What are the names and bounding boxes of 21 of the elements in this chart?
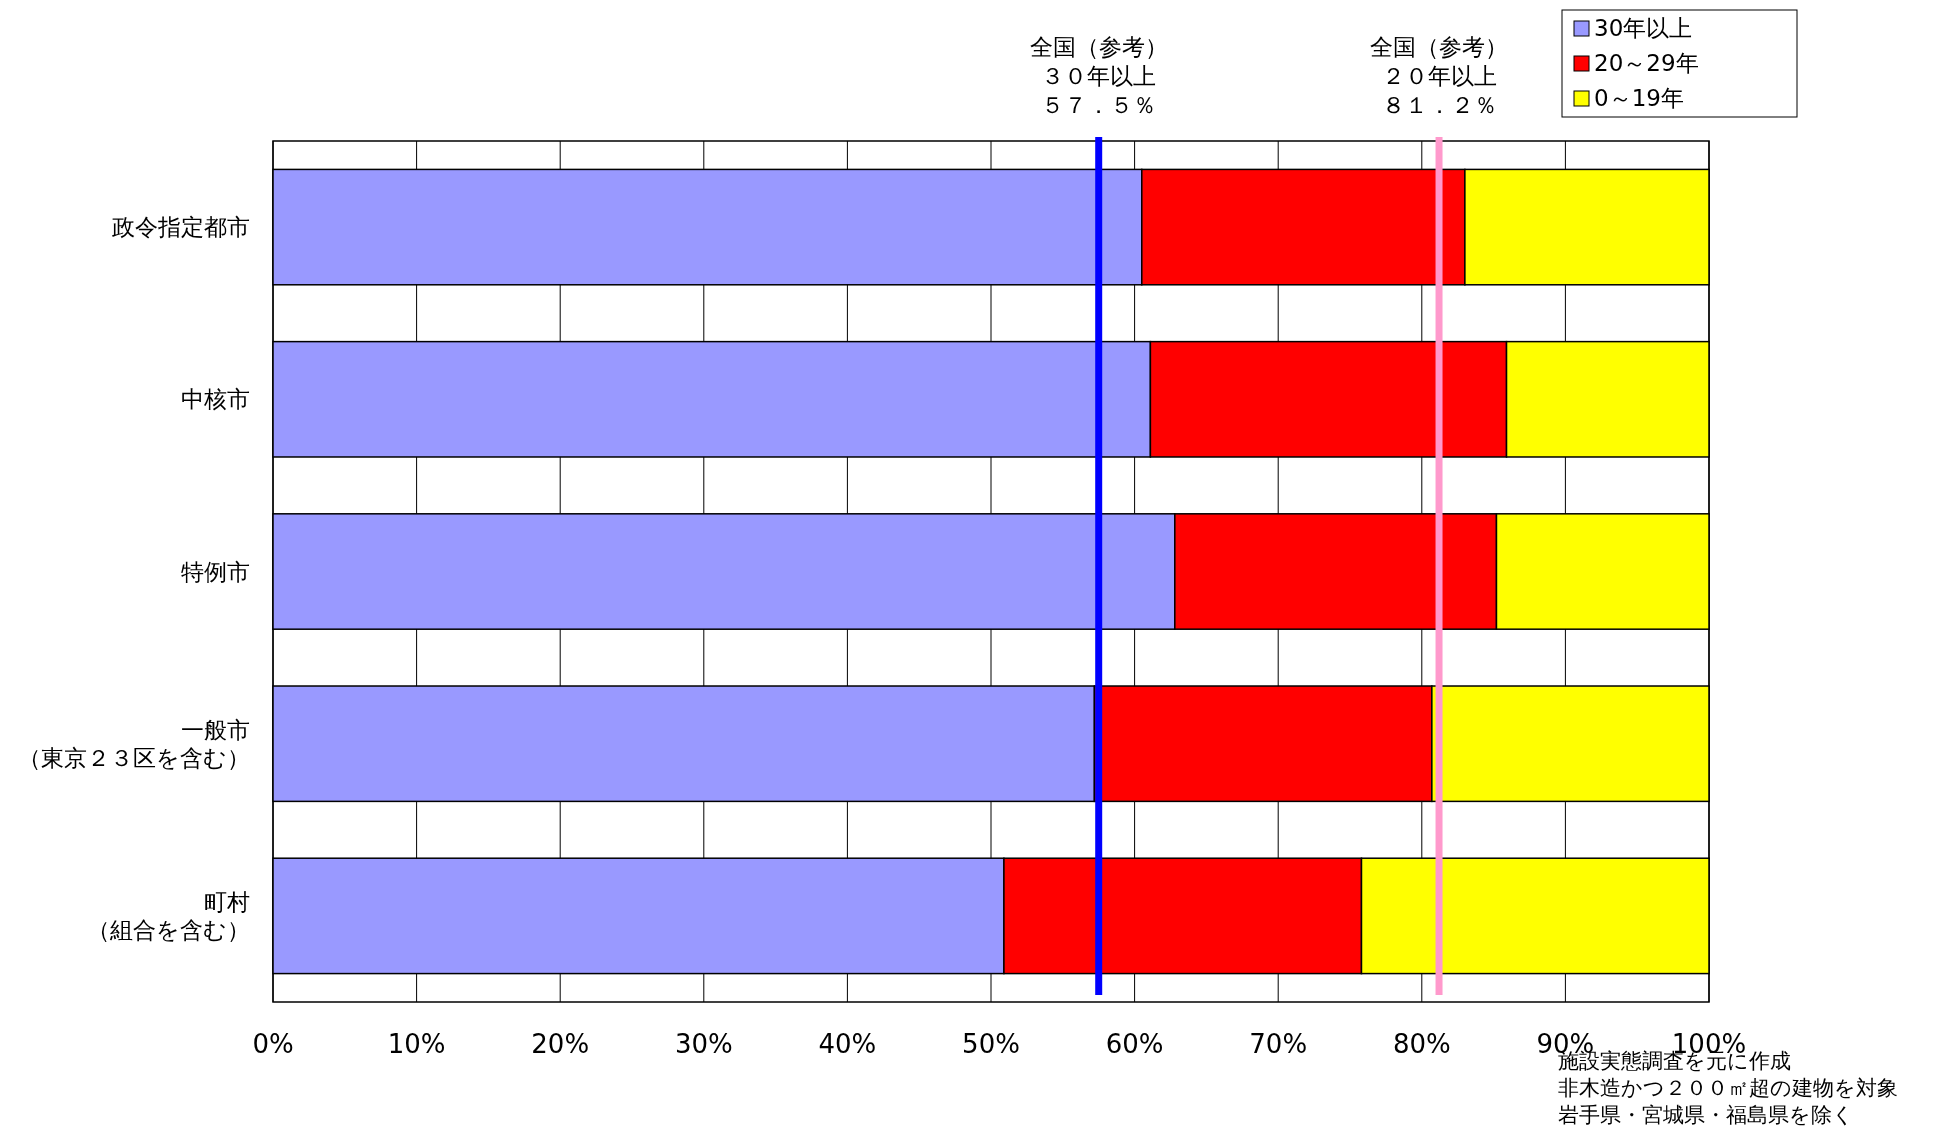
x-tick-label: 70% <box>1249 1029 1308 1059</box>
x-tick-label: 50% <box>962 1029 1020 1059</box>
x-tick-label: 60% <box>1105 1029 1164 1059</box>
legend-label: 0～19年 <box>1594 85 1684 111</box>
text: 非木造かつ２００㎡超の建物を対象 <box>1558 1076 1898 1100</box>
legend-label: 30年以上 <box>1594 15 1693 41</box>
y-tick-label: 一般市（東京２３区を含む） <box>18 716 250 771</box>
x-tick-label: 0% <box>252 1029 294 1059</box>
ref-line-label: 全国（参考）２０年以上８１．２％ <box>1370 34 1509 118</box>
x-tick-label: 80% <box>1392 1029 1451 1059</box>
text: 岩手県・宮城県・福島県を除く <box>1558 1103 1854 1127</box>
y-tick-label: 政令指定都市 <box>112 214 250 241</box>
legend-label: 20～29年 <box>1594 50 1699 76</box>
y-tick-label: 中核市 <box>181 386 250 413</box>
x-tick-label: 30% <box>674 1029 733 1059</box>
y-tick-label: 特例市 <box>181 558 250 585</box>
x-tick-label: 10% <box>387 1029 446 1059</box>
x-tick-label: 40% <box>818 1029 877 1059</box>
x-tick-label: 20% <box>531 1029 590 1059</box>
y-tick-label: 町村（組合を含む） <box>87 888 250 943</box>
ref-line-label: 全国（参考）３０年以上５７．５％ <box>1029 34 1168 118</box>
